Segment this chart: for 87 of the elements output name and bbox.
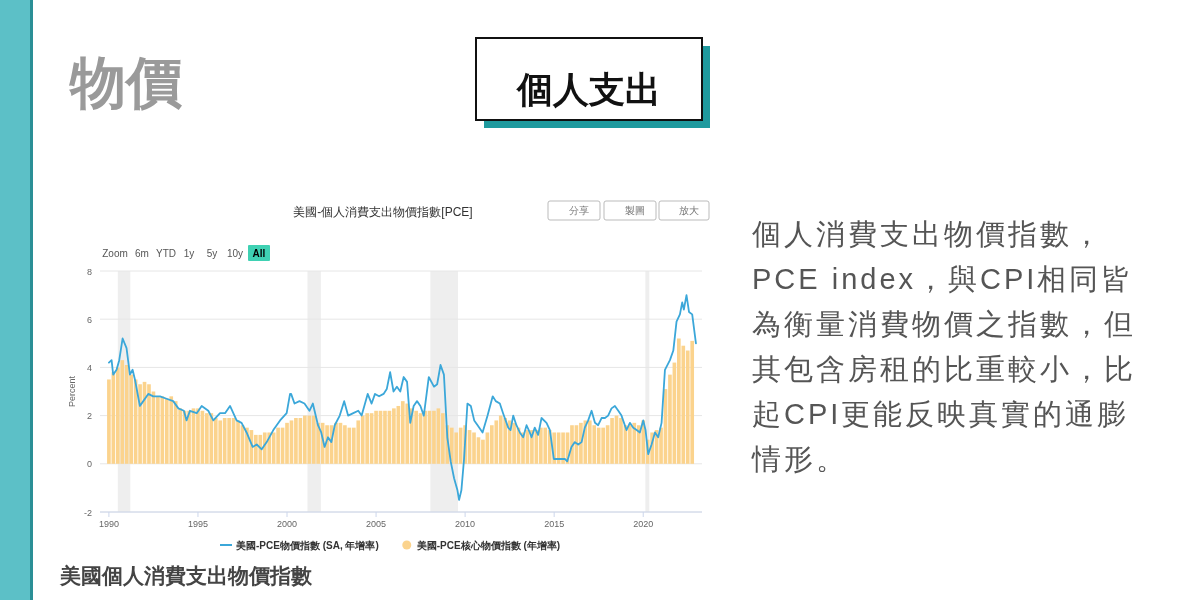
bar [619, 418, 623, 464]
bar [400, 401, 405, 464]
bar [276, 427, 280, 464]
bar [120, 360, 125, 464]
text: YTD [156, 248, 176, 259]
bar [343, 425, 347, 464]
legend-label: 美國-PCE物價指數 (SA, 年增率) [235, 540, 379, 551]
bar [307, 415, 312, 464]
bar [494, 420, 499, 464]
y-tick-label: 0 [86, 459, 92, 470]
bar [254, 434, 258, 464]
bar [169, 396, 174, 464]
bar [209, 413, 214, 464]
bar [227, 418, 231, 464]
text: 美國個人消費支出物價指數 [59, 564, 313, 587]
y-tick-label: 2 [86, 411, 92, 422]
legend-label: 美國-PCE核心物價指數 (年增率) [415, 540, 561, 551]
text: All [252, 248, 266, 259]
x-tick-label: 2000 [277, 519, 298, 529]
bar [236, 420, 240, 464]
x-tick-label: 1990 [98, 519, 119, 529]
bar [187, 410, 191, 464]
bar [218, 420, 223, 464]
text: 1y [183, 248, 195, 259]
text: 5y [206, 248, 218, 259]
bar [432, 410, 436, 464]
bar [311, 415, 316, 464]
text: 個人支出 [515, 68, 661, 110]
line-series [108, 294, 697, 501]
x-tick-label: 2010 [455, 519, 476, 529]
bar [334, 422, 338, 464]
bar [124, 364, 129, 464]
bar [498, 415, 503, 464]
bar [147, 384, 151, 464]
bar [405, 403, 410, 464]
bar [374, 410, 378, 464]
text: 10y [226, 248, 244, 259]
bar [449, 427, 454, 464]
text: 6m [135, 248, 149, 259]
text: 分享 [569, 205, 589, 216]
y-tick-label: 4 [86, 362, 92, 373]
bar [258, 434, 263, 464]
bar [164, 398, 169, 464]
bar [205, 413, 209, 464]
bar [543, 427, 548, 464]
x-tick-label: 1995 [187, 519, 208, 529]
bar [503, 418, 508, 464]
bar [222, 418, 227, 464]
x-tick-label: 2020 [633, 519, 654, 529]
bar [285, 422, 289, 464]
bar [356, 420, 361, 464]
bar [512, 422, 516, 464]
bar [262, 432, 267, 464]
bar [383, 410, 387, 464]
bar [303, 415, 307, 464]
bar [690, 340, 695, 464]
y-tick-label: 8 [86, 266, 92, 277]
bar [423, 410, 427, 464]
bar [561, 432, 565, 464]
x-tick-label: 2015 [544, 519, 565, 529]
bar [392, 408, 396, 464]
bar [632, 422, 637, 464]
bar [628, 425, 632, 464]
bar [454, 432, 459, 464]
bar [196, 408, 200, 464]
bar [601, 427, 605, 464]
bar [365, 413, 369, 464]
bar [156, 396, 160, 464]
text: 放大 [679, 205, 699, 216]
bar [610, 418, 614, 464]
y-axis-title: Percent [67, 375, 77, 408]
bar [360, 415, 365, 464]
x-tick-label: 2005 [366, 519, 387, 529]
chart-title: 美國-個人消費支出物價指數[PCE] [293, 205, 473, 219]
bar [596, 427, 601, 464]
text: 個人消費支出物價指數，PCE index，與CPI相同皆為衡量消費物價之指數，但其包含房租的比重較小，比起CPI更能反映真實的通膨情形。 [752, 217, 1137, 477]
text: 製圖 [625, 205, 645, 216]
bar [472, 432, 476, 464]
y-tick-label: 6 [86, 314, 92, 325]
y-tick-label: -2 [83, 507, 92, 518]
text: 物價 [68, 51, 182, 114]
bar [294, 418, 298, 464]
bar [538, 427, 543, 464]
text: Zoom [102, 248, 128, 259]
bar [587, 420, 592, 464]
bar [677, 338, 681, 464]
bar [414, 410, 418, 464]
